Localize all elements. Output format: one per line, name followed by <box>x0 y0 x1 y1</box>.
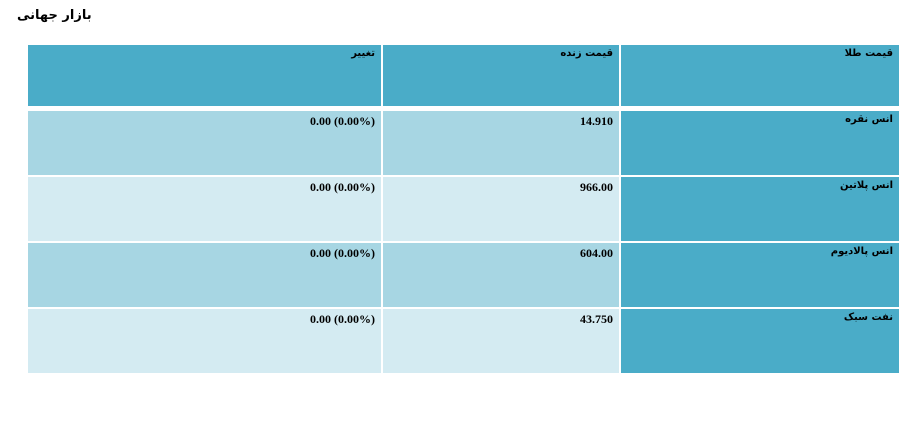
row-price: 43.750 <box>382 308 620 374</box>
header-change: تغییر <box>27 44 382 107</box>
row-price: 14.910 <box>382 110 620 176</box>
row-change: 0.00 (0.00%) <box>27 242 382 308</box>
row-name: انس پلاتین <box>620 176 900 242</box>
row-name: نفت سبک <box>620 308 900 374</box>
table-row: انس پالادیوم 604.00 0.00 (0.00%) <box>27 242 900 308</box>
table-header-row: قیمت طلا قیمت زنده تغییر <box>27 44 900 107</box>
table-row: نفت سبک 43.750 0.00 (0.00%) <box>27 308 900 374</box>
market-table: قیمت طلا قیمت زنده تغییر انس نقره 14.910… <box>27 44 900 377</box>
row-name: انس نقره <box>620 110 900 176</box>
header-price: قیمت زنده <box>382 44 620 107</box>
row-change: 0.00 (0.00%) <box>27 308 382 374</box>
row-change: 0.00 (0.00%) <box>27 110 382 176</box>
row-price: 966.00 <box>382 176 620 242</box>
table-row: انس نقره 14.910 0.00 (0.00%) <box>27 110 900 176</box>
header-name: قیمت طلا <box>620 44 900 107</box>
page-title: بازار جهانی <box>17 8 92 23</box>
table-row: انس پلاتین 966.00 0.00 (0.00%) <box>27 176 900 242</box>
row-change: 0.00 (0.00%) <box>27 176 382 242</box>
row-price: 604.00 <box>382 242 620 308</box>
row-name: انس پالادیوم <box>620 242 900 308</box>
